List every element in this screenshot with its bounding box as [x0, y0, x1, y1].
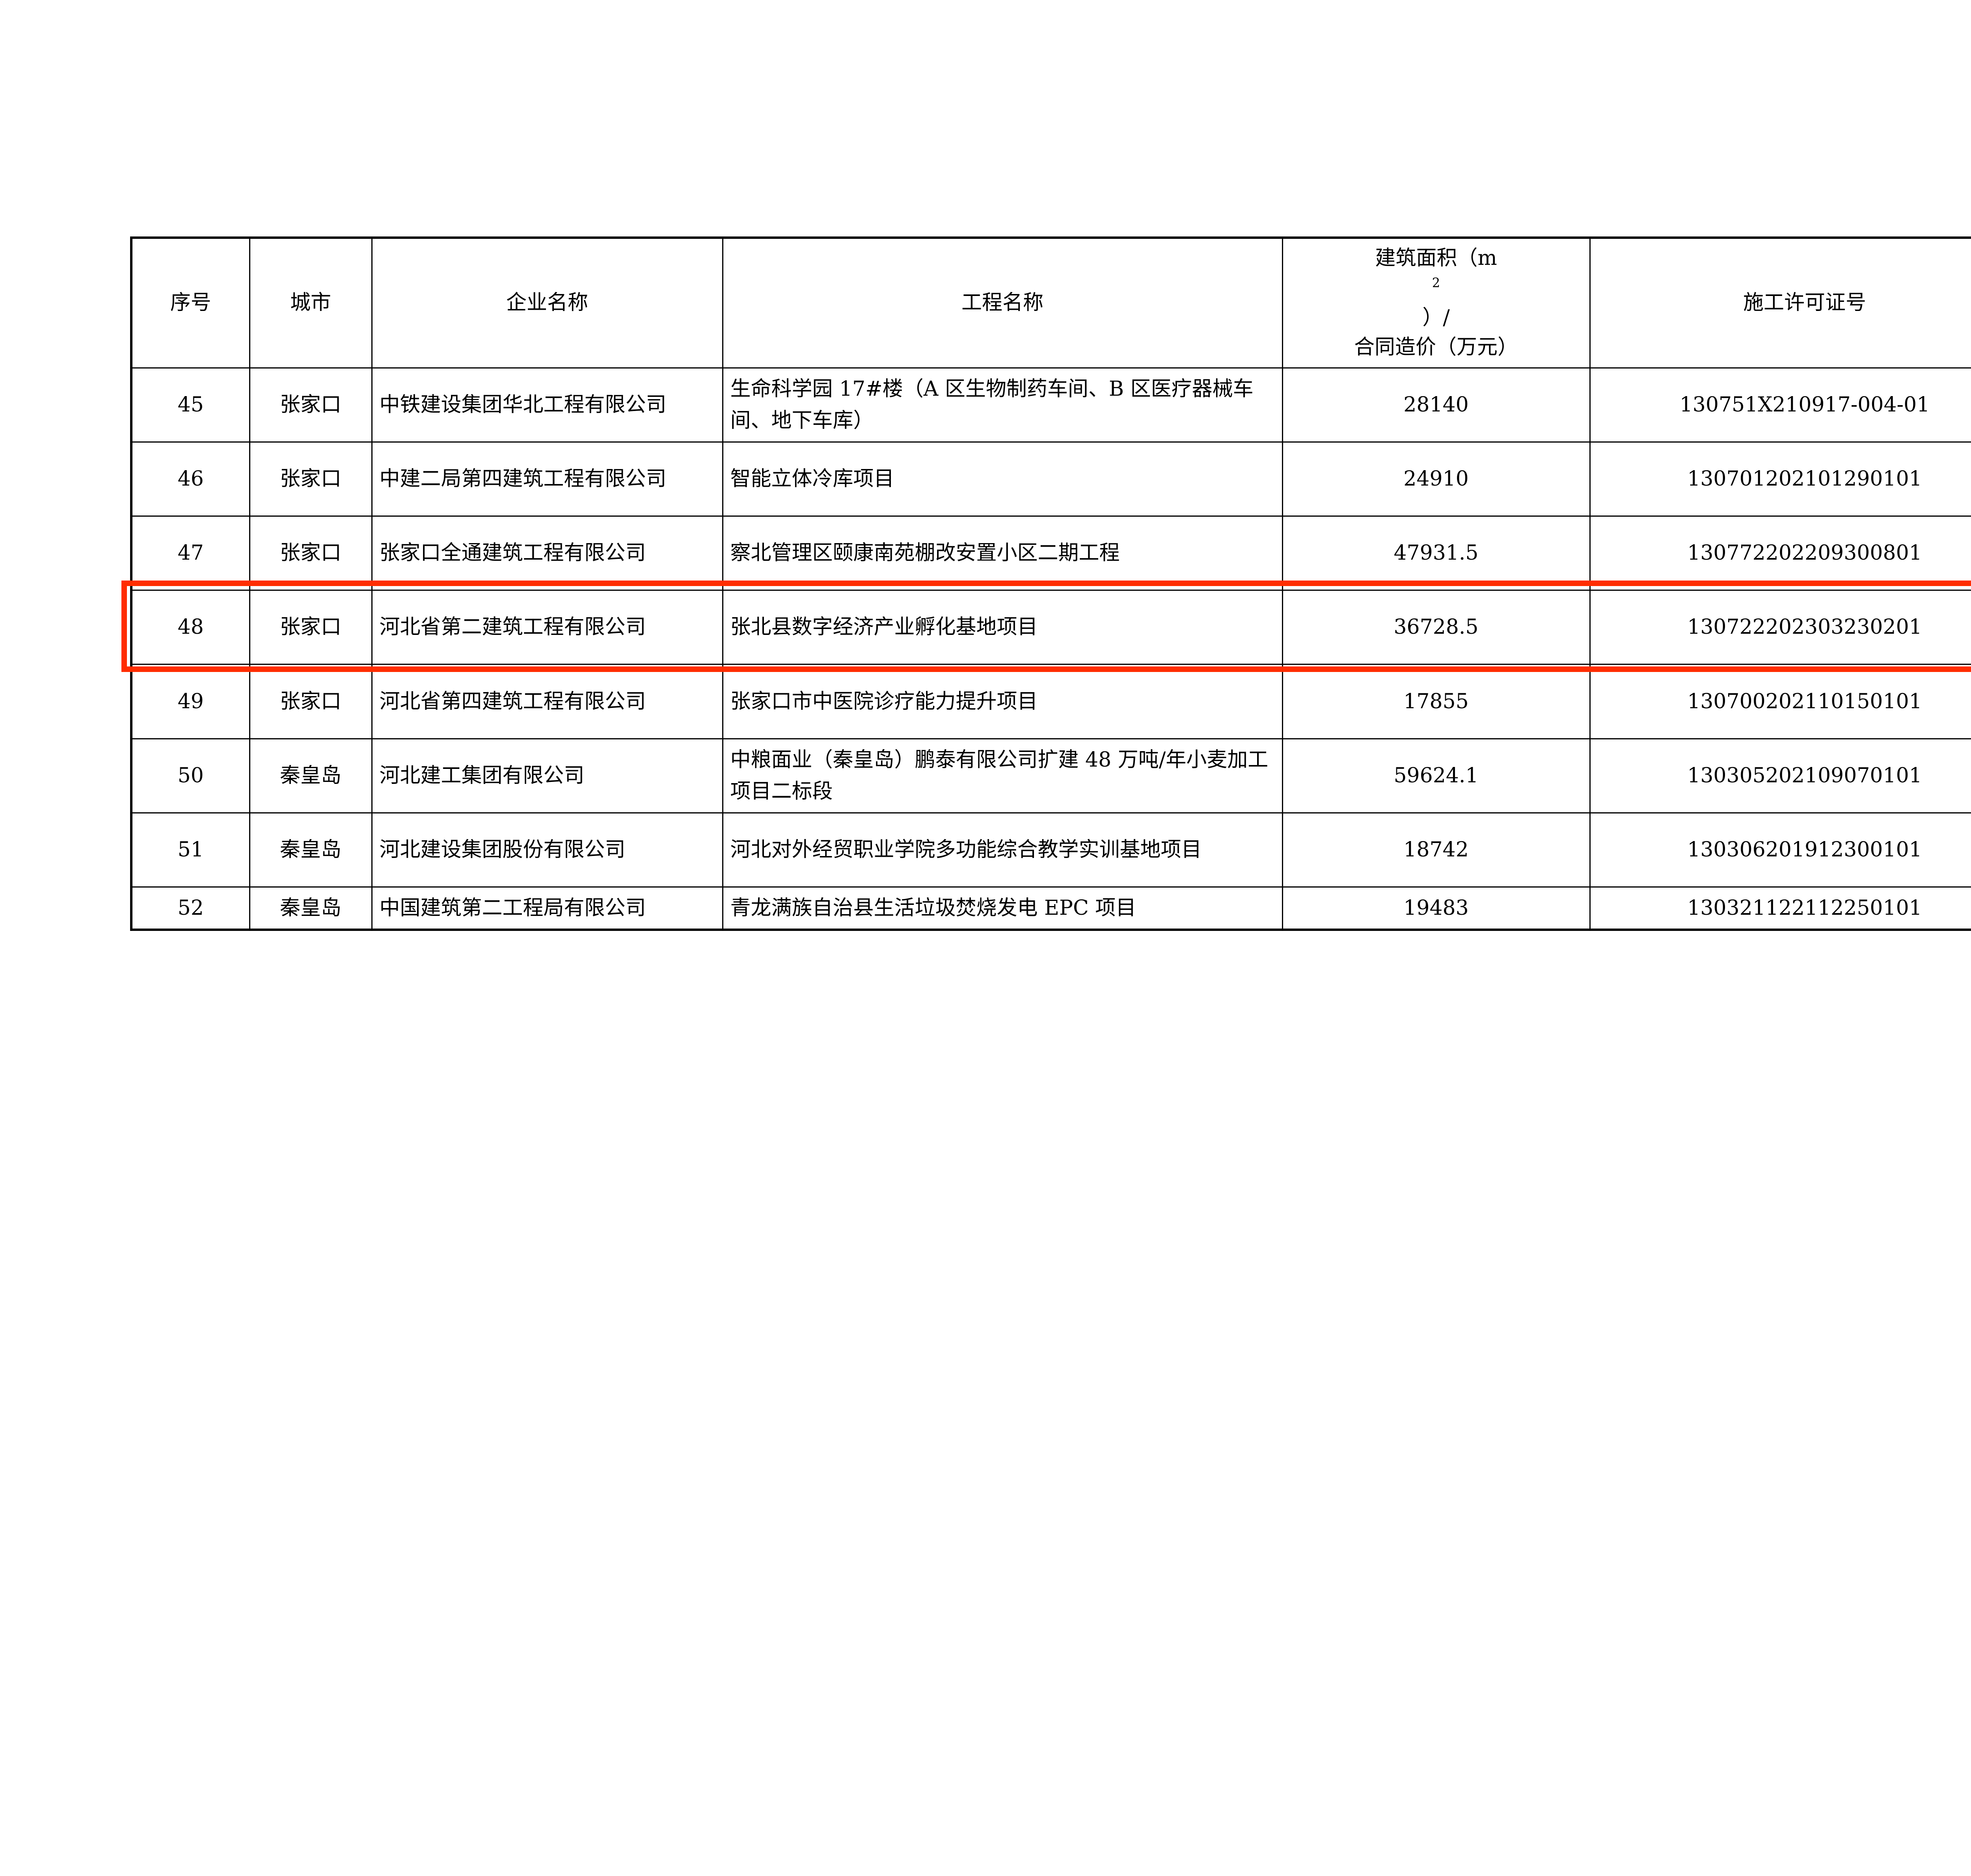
column-header-seq: 序号: [130, 237, 250, 368]
superscript-two: 2: [1432, 275, 1440, 291]
cell-project: 中粮面业（秦皇岛）鹏泰有限公司扩建 48 万吨/年小麦加工项目二标段: [722, 738, 1283, 813]
column-header-project: 工程名称: [722, 237, 1283, 368]
project-registry-table: 序号 城市 企业名称 工程名称 建筑面积（m 2 ）/ 合同造价（万元） 施工许可证…: [130, 236, 1971, 931]
cell-project: 河北对外经贸职业学院多功能综合教学实训基地项目: [722, 812, 1283, 888]
cell-area: 59624.1: [1282, 738, 1591, 813]
table-row: 47 张家口 张家口全通建筑工程有限公司 察北管理区颐康南苑棚改安置小区二期工程 479…: [130, 515, 1971, 591]
cell-area: 24910: [1282, 441, 1591, 517]
cell-city: 秦皇岛: [249, 886, 373, 931]
table-row: 48 张家口 河北省第二建筑工程有限公司 张北县数字经济产业孵化基地项目 36728.5…: [130, 590, 1971, 665]
cell-company: 河北省第二建筑工程有限公司: [371, 590, 723, 665]
table-row: 46 张家口 中建二局第四建筑工程有限公司 智能立体冷库项目 24910 13070120…: [130, 441, 1971, 517]
column-header-area-line2: 合同造价（万元）: [1354, 335, 1518, 359]
cell-project: 张家口市中医院诊疗能力提升项目: [722, 664, 1283, 739]
cell-project: 察北管理区颐康南苑棚改安置小区二期工程: [722, 515, 1283, 591]
cell-project: 张北县数字经济产业孵化基地项目: [722, 590, 1283, 665]
cell-company: 中国建筑第二工程局有限公司: [371, 886, 723, 931]
project-registry-table-container: 序号 城市 企业名称 工程名称 建筑面积（m 2 ）/ 合同造价（万元） 施工许可证…: [130, 236, 1971, 931]
cell-seq: 45: [130, 367, 250, 443]
cell-area: 18742: [1282, 812, 1591, 888]
table-row: 45 张家口 中铁建设集团华北工程有限公司 生命科学园 17#楼（A 区生物制药车间、…: [130, 367, 1971, 443]
table-row: 51 秦皇岛 河北建设集团股份有限公司 河北对外经贸职业学院多功能综合教学实训基地项目…: [130, 812, 1971, 888]
cell-area: 17855: [1282, 664, 1591, 739]
cell-company: 河北建设集团股份有限公司: [371, 812, 723, 888]
column-header-company: 企业名称: [371, 237, 723, 368]
cell-project: 生命科学园 17#楼（A 区生物制药车间、B 区医疗器械车间、地下车库）: [722, 367, 1283, 443]
column-header-area-line1: 建筑面积（m 2 ）/: [1375, 246, 1497, 329]
cell-city: 张家口: [249, 515, 373, 591]
cell-city: 张家口: [249, 664, 373, 739]
cell-permit: 130772202209300801: [1589, 515, 1971, 591]
column-header-city: 城市: [249, 237, 373, 368]
cell-company: 河北建工集团有限公司: [371, 738, 723, 813]
column-header-permit: 施工许可证号: [1589, 237, 1971, 368]
cell-project: 智能立体冷库项目: [722, 441, 1283, 517]
cell-seq: 48: [130, 590, 250, 665]
cell-company: 张家口全通建筑工程有限公司: [371, 515, 723, 591]
cell-area: 47931.5: [1282, 515, 1591, 591]
cell-company: 中建二局第四建筑工程有限公司: [371, 441, 723, 517]
cell-seq: 52: [130, 886, 250, 931]
table-row: 50 秦皇岛 河北建工集团有限公司 中粮面业（秦皇岛）鹏泰有限公司扩建 48 万吨/年…: [130, 738, 1971, 813]
cell-area: 28140: [1282, 367, 1591, 443]
cell-permit: 130722202303230201: [1589, 590, 1971, 665]
cell-seq: 50: [130, 738, 250, 813]
cell-company: 河北省第四建筑工程有限公司: [371, 664, 723, 739]
cell-permit: 130305202109070101: [1589, 738, 1971, 813]
cell-city: 秦皇岛: [249, 738, 373, 813]
cell-city: 张家口: [249, 441, 373, 517]
table-body: 45 张家口 中铁建设集团华北工程有限公司 生命科学园 17#楼（A 区生物制药车间、…: [130, 367, 1971, 931]
cell-area: 36728.5: [1282, 590, 1591, 665]
cell-permit: 130306201912300101: [1589, 812, 1971, 888]
cell-project: 青龙满族自治县生活垃圾焚烧发电 EPC 项目: [722, 886, 1283, 931]
cell-permit: 130701202101290101: [1589, 441, 1971, 517]
cell-seq: 47: [130, 515, 250, 591]
cell-permit: 130751X210917-004-01: [1589, 367, 1971, 443]
cell-city: 秦皇岛: [249, 812, 373, 888]
cell-permit: 130321122112250101: [1589, 886, 1971, 931]
table-row: 52 秦皇岛 中国建筑第二工程局有限公司 青龙满族自治县生活垃圾焚烧发电 EPC 项目…: [130, 886, 1971, 931]
column-header-area-price: 建筑面积（m 2 ）/ 合同造价（万元）: [1282, 237, 1591, 368]
table-header-row: 序号 城市 企业名称 工程名称 建筑面积（m 2 ）/ 合同造价（万元） 施工许可证…: [130, 237, 1971, 368]
cell-company: 中铁建设集团华北工程有限公司: [371, 367, 723, 443]
table-header: 序号 城市 企业名称 工程名称 建筑面积（m 2 ）/ 合同造价（万元） 施工许可证…: [130, 237, 1971, 368]
cell-seq: 46: [130, 441, 250, 517]
cell-seq: 51: [130, 812, 250, 888]
cell-seq: 49: [130, 664, 250, 739]
cell-permit: 130700202110150101: [1589, 664, 1971, 739]
cell-city: 张家口: [249, 590, 373, 665]
cell-area: 19483: [1282, 886, 1591, 931]
cell-city: 张家口: [249, 367, 373, 443]
table-row: 49 张家口 河北省第四建筑工程有限公司 张家口市中医院诊疗能力提升项目 17855 13…: [130, 664, 1971, 739]
